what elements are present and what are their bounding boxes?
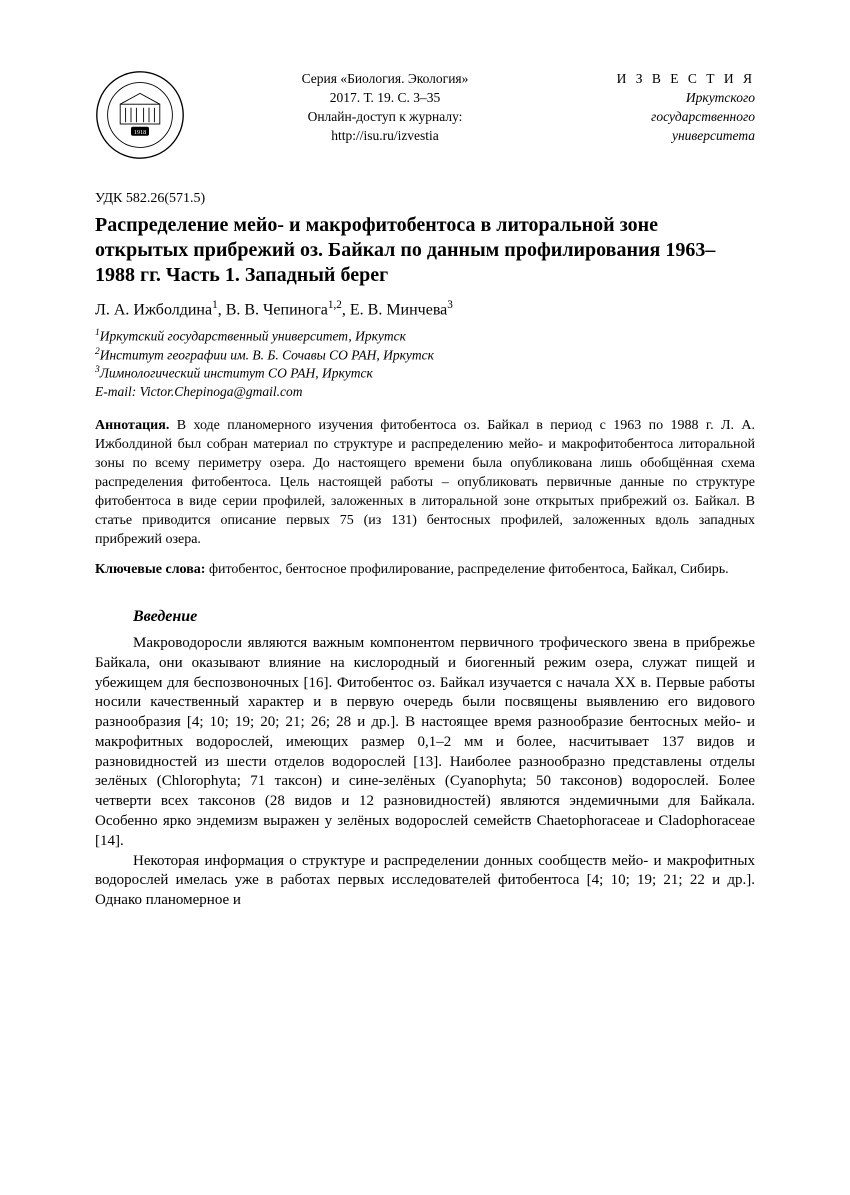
series-line: Серия «Биология. Экология»: [195, 70, 575, 89]
affiliation-2: 2Институт географии им. В. Б. Сочавы СО …: [95, 346, 755, 365]
affiliation-1: 1Иркутский государственный университет, …: [95, 327, 755, 346]
issue-line: 2017. Т. 19. С. 3–35: [195, 89, 575, 108]
authors-line: Л. А. Ижболдина1, В. В. Чепинога1,2, Е. …: [95, 298, 755, 321]
online-label: Онлайн-доступ к журналу:: [195, 108, 575, 127]
article-title: Распределение мейо- и макрофитобентоса в…: [95, 213, 755, 288]
body-paragraph-2: Некоторая информация о структуре и распр…: [95, 852, 755, 911]
abstract-paragraph: Аннотация. В ходе планомерного изучения …: [95, 417, 755, 549]
page-header: 1918 Серия «Биология. Экология» 2017. Т.…: [95, 70, 755, 160]
abstract-text: В ходе планомерного изучения фитобентоса…: [95, 418, 755, 546]
journal-meta-right: И З В Е С Т И Я Иркутского государственн…: [585, 70, 755, 146]
izvestia-line: И З В Е С Т И Я: [585, 70, 755, 89]
journal-meta-center: Серия «Биология. Экология» 2017. Т. 19. …: [185, 70, 585, 146]
univ-line-2: государственного: [585, 108, 755, 127]
journal-seal: 1918: [95, 70, 185, 160]
section-heading-introduction: Введение: [133, 606, 755, 628]
abstract-label: Аннотация.: [95, 418, 169, 433]
seal-icon: 1918: [95, 70, 185, 160]
affiliations-block: 1Иркутский государственный университет, …: [95, 327, 755, 401]
body-paragraph-1: Макроводоросли являются важным компонент…: [95, 634, 755, 852]
keywords-paragraph: Ключевые слова: фитобентос, бентосное пр…: [95, 561, 755, 580]
affiliation-3: 3Лимнологический институт СО РАН, Иркутс…: [95, 364, 755, 383]
univ-line-1: Иркутского: [585, 89, 755, 108]
keywords-label: Ключевые слова:: [95, 562, 205, 577]
univ-line-3: университета: [585, 127, 755, 146]
journal-url: http://isu.ru/izvestia: [195, 127, 575, 146]
corresponding-email: E-mail: Victor.Chepinoga@gmail.com: [95, 383, 755, 401]
keywords-text: фитобентос, бентосное профилирование, ра…: [209, 562, 729, 577]
svg-text:1918: 1918: [134, 129, 147, 136]
udk-code: УДК 582.26(571.5): [95, 190, 755, 209]
